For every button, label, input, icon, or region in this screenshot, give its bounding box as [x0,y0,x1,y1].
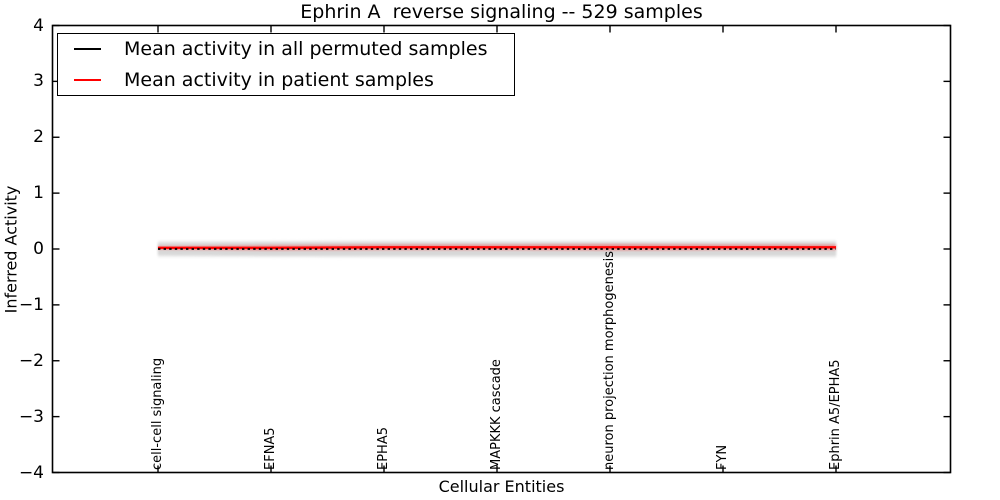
x-axis-label: Cellular Entities [438,477,565,496]
y-axis-label-text: Inferred Activity [1,185,21,313]
legend-line-sample-black [74,47,101,51]
legend-item-permuted: Mean activity in all permuted samples [74,38,514,60]
legend: Mean activity in all permuted samples Me… [57,33,515,96]
tick-marks [52,24,951,474]
legend-item-patient: Mean activity in patient samples [74,69,514,91]
legend-line-sample-red [74,78,101,82]
legend-label: Mean activity in all permuted samples [124,38,488,60]
legend-label: Mean activity in patient samples [124,69,434,91]
chart-title: Ephrin A reverse signaling -- 529 sample… [300,1,703,23]
series-line-patient [158,246,836,250]
